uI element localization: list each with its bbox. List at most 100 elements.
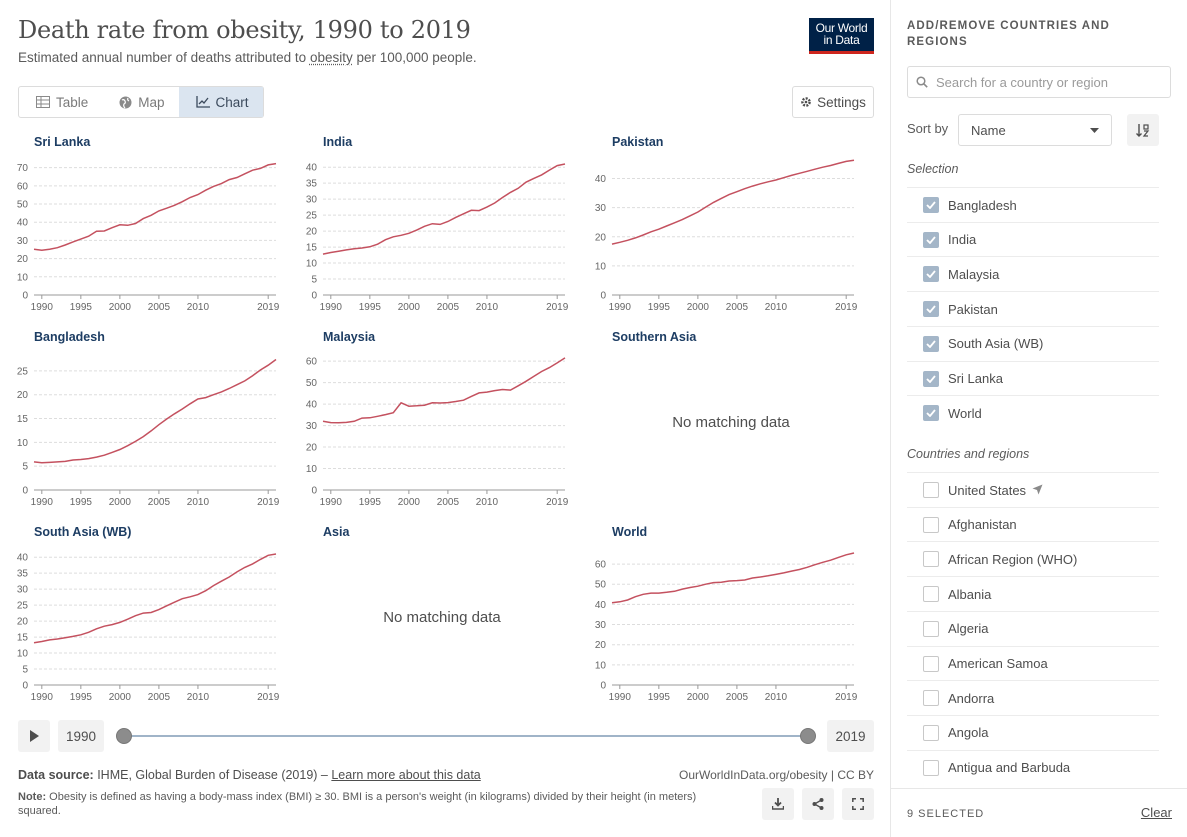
entity-label: Albania: [948, 586, 992, 602]
checkbox-checked[interactable]: [923, 231, 939, 248]
entity-row-angola[interactable]: Angola: [907, 714, 1159, 750]
y-tick-label: 15: [17, 414, 29, 425]
x-tick-label: 1995: [648, 692, 671, 703]
entity-row-malaysia[interactable]: Malaysia: [907, 256, 1159, 291]
line-chart: 0 10 20 30 40 50 60 1990 1995 2000 2005 2010 2019: [595, 552, 858, 703]
data-source: Data source: IHME, Global Burden of Dise…: [18, 768, 481, 782]
y-tick-label: 15: [306, 243, 318, 254]
entity-row-afghanistan[interactable]: Afghanistan: [907, 506, 1159, 542]
y-tick-label: 50: [595, 580, 607, 591]
x-tick-label: 2000: [109, 497, 132, 508]
panel-bangladesh: Bangladesh 0 5 10 15 20 25 1990 1995 2000 2005 2010…: [17, 327, 288, 508]
table-icon: [36, 96, 50, 108]
checkbox-checked[interactable]: [923, 370, 939, 387]
tab-map[interactable]: Map: [102, 87, 178, 117]
search-input[interactable]: [934, 73, 1154, 91]
x-tick-label: 2010: [187, 497, 210, 508]
y-tick-label: 20: [17, 254, 29, 265]
entity-row-india[interactable]: India: [907, 221, 1159, 257]
checkmark-icon: [926, 201, 936, 209]
entity-row-united-states[interactable]: United States: [907, 472, 1159, 507]
entity-label: India: [948, 232, 977, 248]
y-tick-label: 0: [22, 681, 28, 692]
y-tick-label: 30: [595, 203, 607, 214]
checkbox-checked[interactable]: [923, 405, 939, 422]
credit-line[interactable]: OurWorldInData.org/obesity | CC BY: [679, 768, 874, 782]
panel-title: India: [323, 135, 353, 149]
checkbox-unchecked[interactable]: [923, 551, 939, 568]
chart-subtitle: Estimated annual number of deaths attrib…: [18, 50, 477, 65]
y-tick-label: 50: [17, 200, 29, 211]
x-tick-label: 1995: [359, 302, 382, 313]
series-line: [611, 159, 855, 245]
checkbox-unchecked[interactable]: [923, 620, 939, 637]
share-button[interactable]: [802, 788, 834, 820]
obesity-term-link[interactable]: obesity: [309, 50, 353, 65]
entity-row-american-samoa[interactable]: American Samoa: [907, 645, 1159, 681]
entity-row-sri-lanka[interactable]: Sri Lanka: [907, 360, 1159, 396]
entity-row-algeria[interactable]: Algeria: [907, 610, 1159, 646]
checkbox-checked[interactable]: [923, 335, 939, 352]
learn-more-link[interactable]: Learn more about this data: [331, 768, 481, 782]
entity-row-andorra[interactable]: Andorra: [907, 680, 1159, 715]
y-tick-label: 60: [595, 560, 607, 571]
x-tick-label: 1990: [31, 302, 54, 313]
x-tick-label: 2000: [398, 302, 421, 313]
entity-row-world[interactable]: World: [907, 395, 1159, 430]
y-tick-label: 40: [595, 600, 607, 611]
checkbox-unchecked[interactable]: [923, 690, 939, 707]
entity-row-south-asia-wb[interactable]: South Asia (WB): [907, 325, 1159, 361]
entity-row-bangladesh[interactable]: Bangladesh: [907, 187, 1159, 222]
owid-logo[interactable]: Our World in Data: [809, 18, 874, 54]
selection-heading: Selection: [907, 162, 959, 176]
y-tick-label: 20: [306, 227, 318, 238]
checkbox-unchecked[interactable]: [923, 724, 939, 741]
entity-row-antigua-and-barbuda[interactable]: Antigua and Barbuda: [907, 749, 1159, 785]
sort-select[interactable]: Name: [958, 114, 1112, 146]
entity-row-pakistan[interactable]: Pakistan: [907, 291, 1159, 326]
timeline-track[interactable]: [124, 735, 808, 737]
checkbox-unchecked[interactable]: [923, 516, 939, 533]
tab-chart[interactable]: Chart: [178, 87, 263, 117]
panel-sri-lanka: Sri Lanka 0 10 20 30 40 50 60 70 1990 1995 2000 2005…: [17, 132, 288, 313]
download-icon: [772, 798, 784, 810]
checkbox-unchecked[interactable]: [923, 655, 939, 672]
x-tick-label: 1995: [648, 302, 671, 313]
timeline-end-handle[interactable]: [800, 728, 816, 744]
entity-row-albania[interactable]: Albania: [907, 576, 1159, 611]
x-tick-label: 2019: [546, 497, 569, 508]
y-tick-label: 0: [22, 486, 28, 497]
checkbox-unchecked[interactable]: [923, 759, 939, 776]
fullscreen-button[interactable]: [842, 788, 874, 820]
y-tick-label: 20: [17, 617, 29, 628]
settings-button[interactable]: Settings: [792, 86, 874, 118]
chart-title: Death rate from obesity, 1990 to 2019: [18, 16, 471, 44]
tab-table[interactable]: Table: [19, 87, 102, 117]
panel-title: Pakistan: [612, 135, 664, 149]
entity-label: Malaysia: [948, 266, 1000, 282]
panel-title: Sri Lanka: [34, 135, 91, 149]
timeline-start-handle[interactable]: [116, 728, 132, 744]
checkbox-checked[interactable]: [923, 266, 939, 283]
series-line: [611, 552, 855, 604]
entity-row-african-region-who[interactable]: African Region (WHO): [907, 541, 1159, 576]
x-tick-label: 1995: [359, 497, 382, 508]
checkbox-checked[interactable]: [923, 301, 939, 318]
entity-label: Antigua and Barbuda: [948, 760, 1071, 776]
x-tick-label: 2000: [109, 692, 132, 703]
checkbox-unchecked[interactable]: [923, 482, 939, 498]
checkbox-checked[interactable]: [923, 197, 939, 213]
play-icon: [30, 730, 39, 742]
clear-button[interactable]: Clear: [1140, 805, 1172, 820]
location-arrow-icon: [1032, 483, 1043, 498]
checkbox-unchecked[interactable]: [923, 586, 939, 603]
y-tick-label: 0: [311, 486, 317, 497]
download-button[interactable]: [762, 788, 794, 820]
sort-order-button[interactable]: [1127, 114, 1159, 146]
panel-asia: Asia No matching data: [307, 522, 577, 702]
entity-label: Sri Lanka: [948, 371, 1003, 386]
play-button[interactable]: [18, 720, 50, 752]
x-tick-label: 1990: [609, 692, 632, 703]
panel-title: South Asia (WB): [34, 525, 132, 539]
series-line: [322, 357, 566, 424]
